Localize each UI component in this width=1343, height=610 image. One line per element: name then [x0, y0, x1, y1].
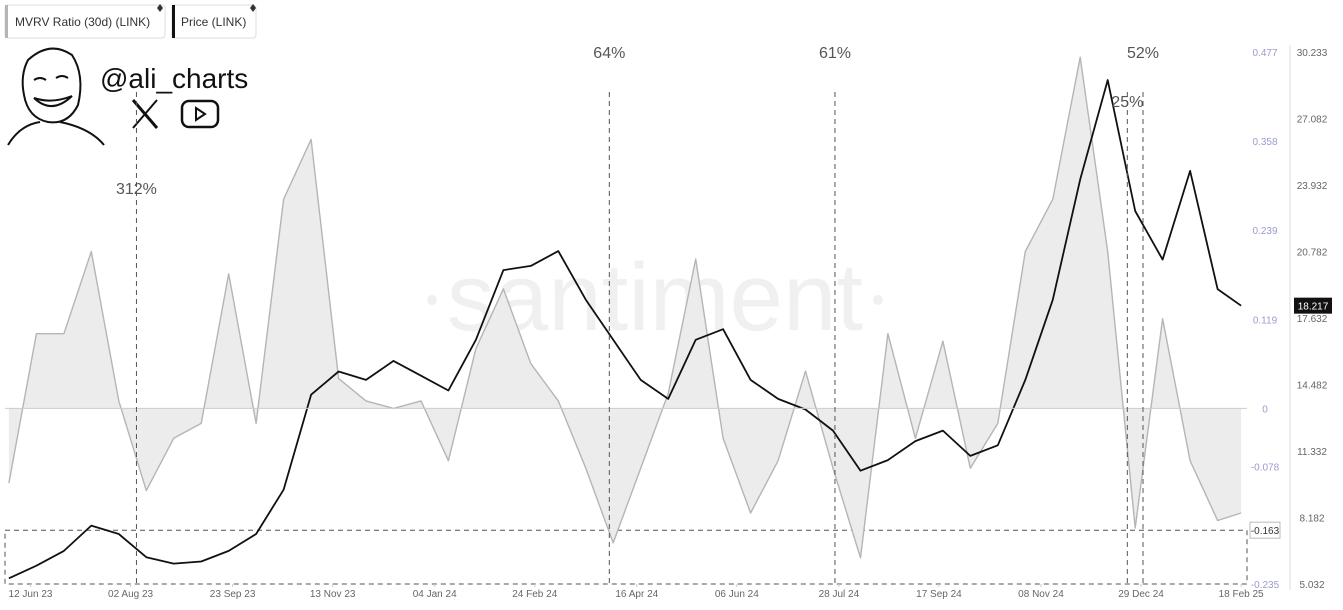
- plot: -0.163 312% 64% 61% 25% 52%: [4, 45, 1281, 585]
- x-tick-label: 18 Feb 25: [1219, 589, 1264, 600]
- annotation-label: 64%: [593, 45, 625, 62]
- x-icon[interactable]: [131, 99, 159, 129]
- x-tick-label: 29 Dec 24: [1118, 589, 1164, 600]
- y2-tick-label: 20.782: [1297, 248, 1328, 259]
- x-tick-label: 23 Sep 23: [210, 589, 256, 600]
- y2-tick-label: 14.482: [1297, 381, 1328, 392]
- y2-tick-label: 8.182: [1299, 514, 1324, 525]
- y-tick-label: -0.078: [1251, 463, 1280, 474]
- area-fill: [8, 57, 1242, 558]
- annotation-label: 312%: [116, 181, 157, 198]
- last-value-label: 18.217: [1298, 302, 1329, 313]
- y-tick-label: 0.477: [1252, 48, 1277, 59]
- annotation-label: 61%: [819, 45, 851, 62]
- y-tick-label: -0.235: [1251, 580, 1280, 591]
- legend: MVRV Ratio (30d) (LINK) Price (LINK): [4, 4, 257, 39]
- y2-tick-label: 11.332: [1297, 447, 1327, 458]
- y2-tick-label: 17.632: [1297, 314, 1328, 325]
- y-tick-label: 0: [1262, 404, 1268, 415]
- series-line: [8, 56, 1242, 559]
- legend-swatch: [172, 5, 175, 38]
- y-tick-label: 0.239: [1252, 226, 1277, 237]
- reference-box: [4, 529, 1248, 585]
- x-tick-label: 24 Feb 24: [512, 589, 557, 600]
- x-tick-label: 16 Apr 24: [615, 589, 658, 600]
- x-tick-label: 28 Jul 24: [819, 589, 860, 600]
- x-tick-label: 12 Jun 23: [9, 589, 53, 600]
- y2-tick-label: 23.932: [1297, 181, 1328, 192]
- x-tick-label: 06 Jun 24: [715, 589, 759, 600]
- y-tick-label: 0.358: [1252, 137, 1277, 148]
- x-tick-label: 17 Sep 24: [916, 589, 962, 600]
- y2-tick-label: 5.032: [1299, 580, 1324, 591]
- y-tick-label: 0.119: [1253, 315, 1278, 326]
- x-tick-label: 13 Nov 23: [310, 589, 356, 600]
- legend-icon: [157, 4, 163, 12]
- y2-tick-label: 30.233: [1297, 48, 1328, 59]
- reference-label: -0.163: [1251, 526, 1280, 537]
- watermark-dot: [427, 295, 437, 305]
- youtube-icon[interactable]: [180, 99, 220, 129]
- series-line: [8, 79, 1242, 580]
- x-tick-label: 04 Jan 24: [413, 589, 457, 600]
- x-tick-label: 02 Aug 23: [108, 589, 153, 600]
- annotation-label: 52%: [1127, 45, 1159, 62]
- legend-label: MVRV Ratio (30d) (LINK): [15, 15, 150, 29]
- legend-swatch: [5, 5, 8, 38]
- avatar: [7, 47, 105, 146]
- watermark-dot: [873, 295, 883, 305]
- reference-label-box: [1249, 521, 1281, 539]
- brand-handle: @ali_charts: [100, 63, 248, 94]
- legend-icon: [250, 4, 256, 12]
- y2-tick-label: 27.082: [1297, 115, 1328, 126]
- x-tick-label: 08 Nov 24: [1018, 589, 1064, 600]
- annotation-label: 25%: [1111, 94, 1143, 111]
- legend-label: Price (LINK): [181, 15, 246, 29]
- last-value-box: [1294, 297, 1332, 314]
